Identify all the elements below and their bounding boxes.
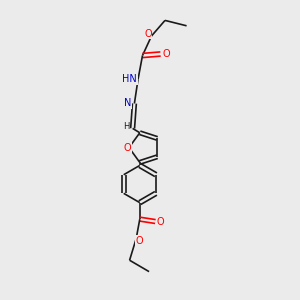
Text: H: H — [123, 122, 129, 131]
Text: O: O — [136, 236, 144, 246]
Text: O: O — [144, 28, 152, 39]
Text: HN: HN — [122, 74, 137, 85]
Text: O: O — [157, 217, 165, 226]
Text: N: N — [124, 98, 131, 109]
Text: O: O — [162, 49, 170, 59]
Text: O: O — [124, 142, 131, 153]
